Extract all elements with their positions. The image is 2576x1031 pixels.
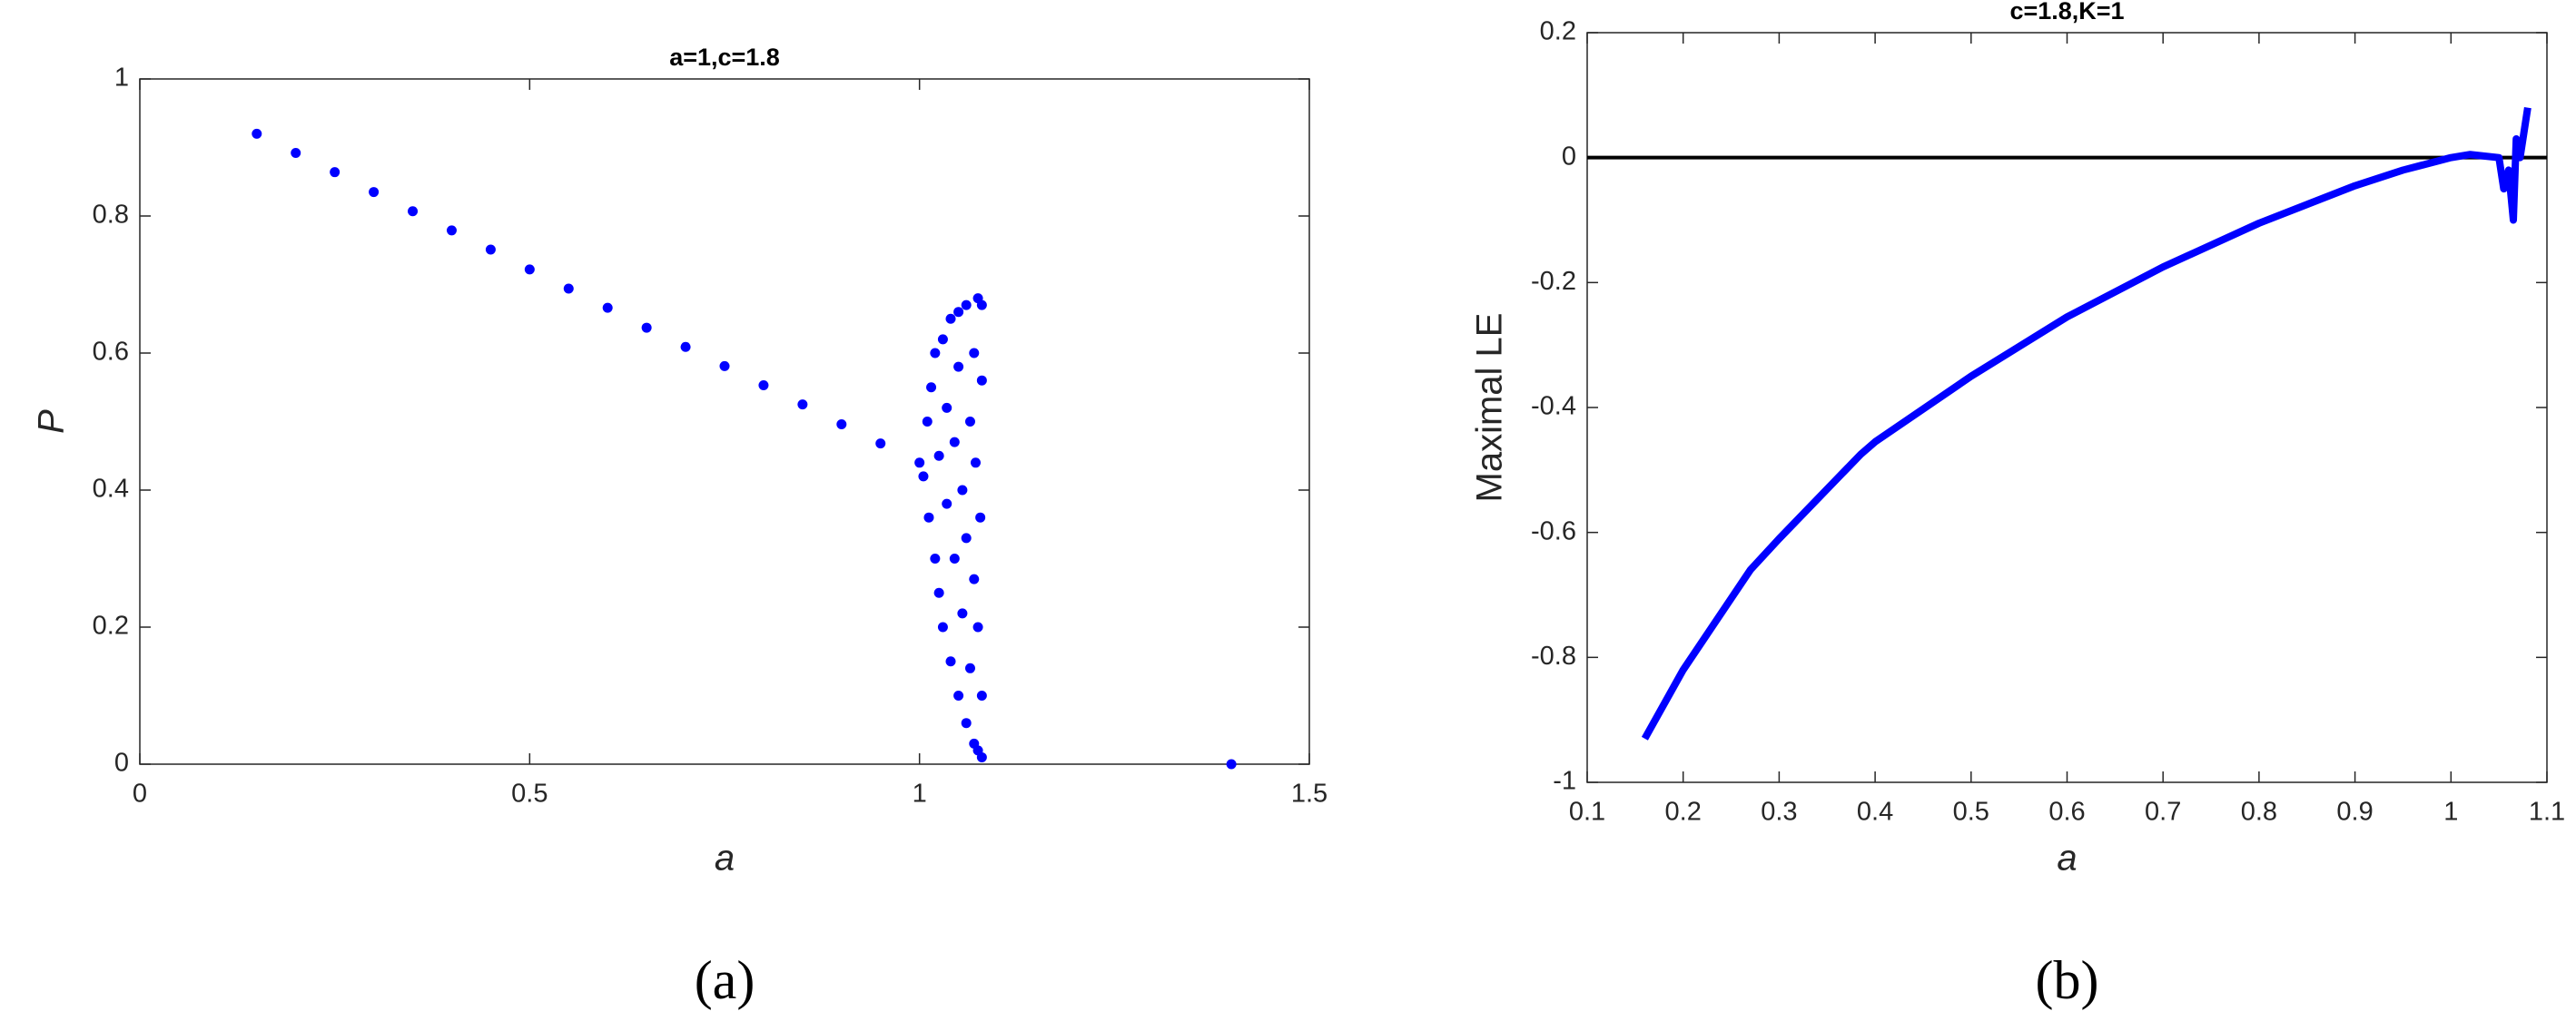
point: [937, 622, 948, 633]
point: [291, 148, 301, 159]
point: [408, 206, 419, 217]
chart-title: c=1.8,K=1: [2009, 0, 2124, 25]
point: [758, 379, 769, 390]
x-tick-label: 0.8: [2241, 798, 2277, 827]
point: [602, 302, 613, 313]
point: [976, 375, 987, 386]
point: [875, 438, 886, 449]
point: [914, 457, 925, 468]
point: [970, 457, 981, 468]
point: [942, 402, 952, 413]
point: [923, 512, 934, 523]
y-tick-label: -0.6: [1531, 516, 1576, 545]
y-tick-label: -1: [1553, 767, 1576, 796]
point: [949, 554, 960, 564]
y-tick-label: 0.4: [93, 475, 129, 504]
axes-box: [139, 78, 1310, 765]
point: [680, 341, 691, 352]
point: [964, 417, 975, 427]
x-tick-label: 0.7: [2145, 798, 2181, 827]
x-axis-label: a: [715, 839, 735, 879]
point: [961, 299, 972, 310]
point: [918, 471, 929, 482]
point: [953, 691, 964, 701]
caption: (a): [695, 950, 755, 1010]
point: [933, 450, 944, 461]
point: [641, 322, 652, 333]
point: [976, 299, 987, 310]
point: [949, 437, 960, 447]
point: [961, 533, 972, 544]
point: [926, 382, 937, 393]
y-tick-label: 1: [114, 64, 129, 93]
x-tick-label: 0.5: [1953, 798, 1989, 827]
point: [953, 307, 964, 318]
point: [836, 419, 847, 430]
y-tick-label: -0.4: [1531, 392, 1576, 421]
point: [485, 244, 496, 255]
y-tick-label: -0.2: [1531, 267, 1576, 296]
point: [930, 348, 941, 358]
point: [563, 283, 574, 294]
point: [972, 622, 983, 633]
point: [930, 554, 941, 564]
point: [252, 128, 262, 139]
x-tick-label: 1.1: [2529, 798, 2565, 827]
chart-title: a=1,c=1.8: [669, 44, 780, 71]
x-tick-label: 0.4: [1857, 798, 1893, 827]
x-tick-label: 0.3: [1761, 798, 1797, 827]
y-axis-label: Maximal LE: [1470, 313, 1510, 503]
point: [446, 225, 457, 236]
x-tick-label: 1: [2443, 798, 2458, 827]
point: [953, 361, 964, 372]
y-tick-label: 0.2: [1540, 17, 1576, 46]
point: [937, 334, 948, 345]
point: [976, 691, 987, 701]
y-tick-label: 0.2: [93, 612, 129, 641]
caption: (b): [2036, 950, 2099, 1010]
y-tick-label: 0: [114, 749, 129, 778]
point: [1226, 759, 1237, 770]
point: [369, 187, 380, 198]
y-tick-label: -0.8: [1531, 642, 1576, 671]
line: [1641, 106, 2532, 741]
point: [964, 663, 975, 673]
y-tick-label: 0.6: [93, 338, 129, 367]
point: [945, 313, 956, 324]
point: [975, 512, 986, 523]
point: [719, 360, 730, 371]
x-tick-label: 0.9: [2336, 798, 2373, 827]
axes-box: [1586, 32, 2548, 783]
y-tick-label: 0: [1562, 142, 1576, 171]
x-tick-label: 0.1: [1569, 798, 1605, 827]
point: [976, 751, 987, 762]
point: [945, 656, 956, 667]
x-tick-label: 0.2: [1665, 798, 1702, 827]
point: [969, 574, 980, 584]
point: [942, 498, 952, 509]
point: [957, 485, 968, 496]
point: [961, 718, 972, 729]
point: [969, 348, 980, 358]
y-axis-label: P: [32, 409, 72, 434]
point: [524, 264, 535, 275]
point: [933, 587, 944, 598]
x-tick-label: 0.6: [2048, 798, 2085, 827]
x-tick-label: 0: [133, 780, 147, 809]
x-axis-label: a: [2057, 839, 2077, 879]
x-tick-label: 1.5: [1291, 780, 1327, 809]
point: [957, 608, 968, 619]
y-tick-label: 0.8: [93, 201, 129, 230]
x-tick-label: 0.5: [511, 780, 548, 809]
point: [330, 167, 341, 178]
point: [797, 399, 808, 410]
point: [922, 417, 933, 427]
x-tick-label: 1: [913, 780, 927, 809]
